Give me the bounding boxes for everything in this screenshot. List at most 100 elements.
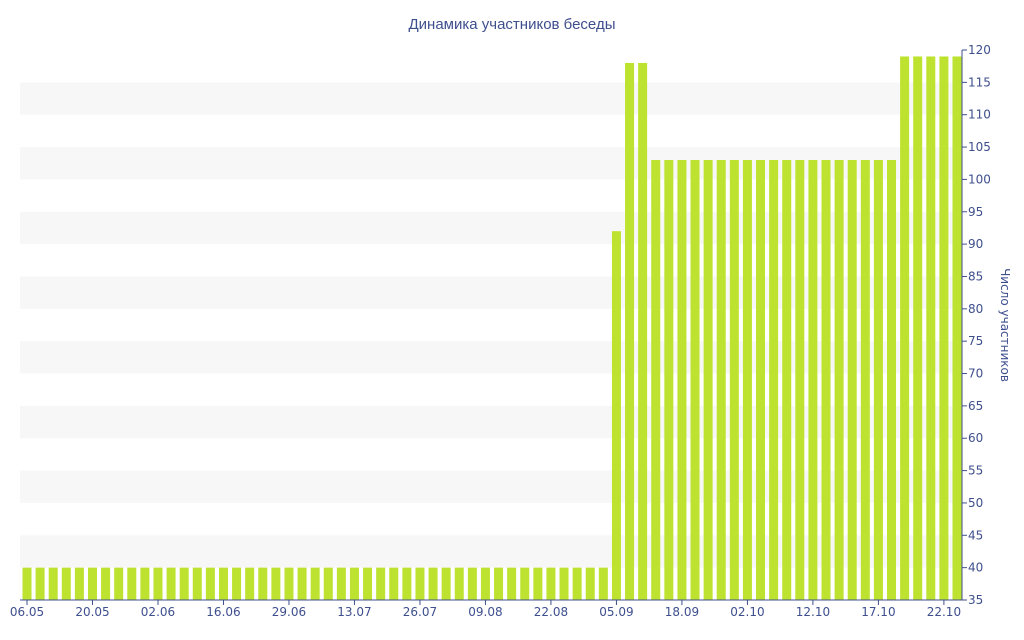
- bar: [101, 567, 111, 600]
- y-tick-label: 90: [968, 237, 983, 251]
- x-tick-label: 22.08: [534, 605, 568, 619]
- bar: [598, 567, 608, 600]
- grid-band: [20, 147, 960, 180]
- x-tick-label: 02.06: [141, 605, 175, 619]
- y-tick-label: 55: [968, 464, 983, 478]
- bar: [127, 567, 137, 600]
- bar: [467, 567, 477, 600]
- y-tick-label: 60: [968, 431, 983, 445]
- bar: [742, 160, 752, 600]
- bar: [218, 567, 228, 600]
- bar: [703, 160, 713, 600]
- bar: [887, 160, 897, 600]
- bar: [349, 567, 359, 600]
- bar: [769, 160, 779, 600]
- bar: [166, 567, 176, 600]
- chart-title: Динамика участников беседы: [409, 16, 616, 33]
- bar: [61, 567, 71, 600]
- bar: [480, 567, 490, 600]
- bar: [323, 567, 333, 600]
- bar: [179, 567, 189, 600]
- bar: [336, 567, 346, 600]
- y-tick-label: 85: [968, 269, 983, 283]
- bar: [939, 56, 949, 601]
- bar: [756, 160, 766, 600]
- bar: [638, 62, 648, 600]
- x-tick-label: 22.10: [927, 605, 961, 619]
- y-tick-label: 120: [968, 43, 991, 57]
- bar: [35, 567, 45, 600]
- bar: [520, 567, 530, 600]
- bar: [559, 567, 569, 600]
- y-tick-label: 100: [968, 172, 991, 186]
- bar: [205, 567, 215, 600]
- y-tick-label: 50: [968, 496, 983, 510]
- grid-bands: [20, 82, 960, 568]
- bar: [454, 567, 464, 600]
- y-tick-label: 70: [968, 367, 983, 381]
- bar: [507, 567, 517, 600]
- bar: [271, 567, 281, 600]
- y-tick-label: 110: [968, 108, 991, 122]
- bar: [533, 567, 543, 600]
- x-tick-label: 29.06: [272, 605, 306, 619]
- bar: [821, 160, 831, 600]
- y-tick-label: 95: [968, 205, 983, 219]
- x-tick-label: 26.07: [403, 605, 437, 619]
- grid-band: [20, 535, 960, 568]
- bar: [192, 567, 202, 600]
- y-tick-label: 65: [968, 399, 983, 413]
- bar: [860, 160, 870, 600]
- y-tick-label: 40: [968, 561, 983, 575]
- bar-series: [22, 56, 962, 601]
- bar: [153, 567, 163, 600]
- bar: [389, 567, 399, 600]
- x-tick-label: 12.10: [796, 605, 830, 619]
- bar: [428, 567, 438, 600]
- bar: [258, 567, 268, 600]
- bar: [926, 56, 936, 601]
- bar: [363, 567, 373, 600]
- grid-band: [20, 211, 960, 245]
- x-tick-label: 05.09: [599, 605, 633, 619]
- bar: [808, 160, 818, 600]
- y-tick-label: 45: [968, 528, 983, 542]
- grid-band: [20, 405, 960, 439]
- grid-band: [20, 341, 960, 374]
- bar: [900, 56, 910, 601]
- bar: [441, 567, 451, 600]
- x-tick-label: 16.06: [206, 605, 240, 619]
- bar: [585, 567, 595, 600]
- bar: [873, 160, 883, 600]
- bar: [376, 567, 386, 600]
- bar: [677, 160, 687, 600]
- bar: [716, 160, 726, 600]
- y-tick-label: 35: [968, 593, 983, 607]
- bar: [48, 567, 58, 600]
- bar: [87, 567, 97, 600]
- x-tick-label: 18.09: [665, 605, 699, 619]
- bar: [22, 567, 32, 600]
- bar: [310, 567, 320, 600]
- bar: [913, 56, 923, 601]
- y-tick-label: 75: [968, 334, 983, 348]
- y-tick-label: 105: [968, 140, 991, 154]
- bar: [74, 567, 84, 600]
- bar: [494, 567, 504, 600]
- bar: [651, 160, 661, 600]
- bar: [114, 567, 124, 600]
- bar: [297, 567, 307, 600]
- bar: [690, 160, 700, 600]
- bar: [729, 160, 739, 600]
- y-tick-label: 115: [968, 75, 991, 89]
- bar: [245, 567, 255, 600]
- bar: [284, 567, 294, 600]
- bar: [415, 567, 425, 600]
- x-tick-label: 02.10: [730, 605, 764, 619]
- x-tick-label: 13.07: [337, 605, 371, 619]
- bar: [847, 160, 857, 600]
- grid-band: [20, 276, 960, 309]
- bar: [625, 62, 635, 600]
- bar: [834, 160, 844, 600]
